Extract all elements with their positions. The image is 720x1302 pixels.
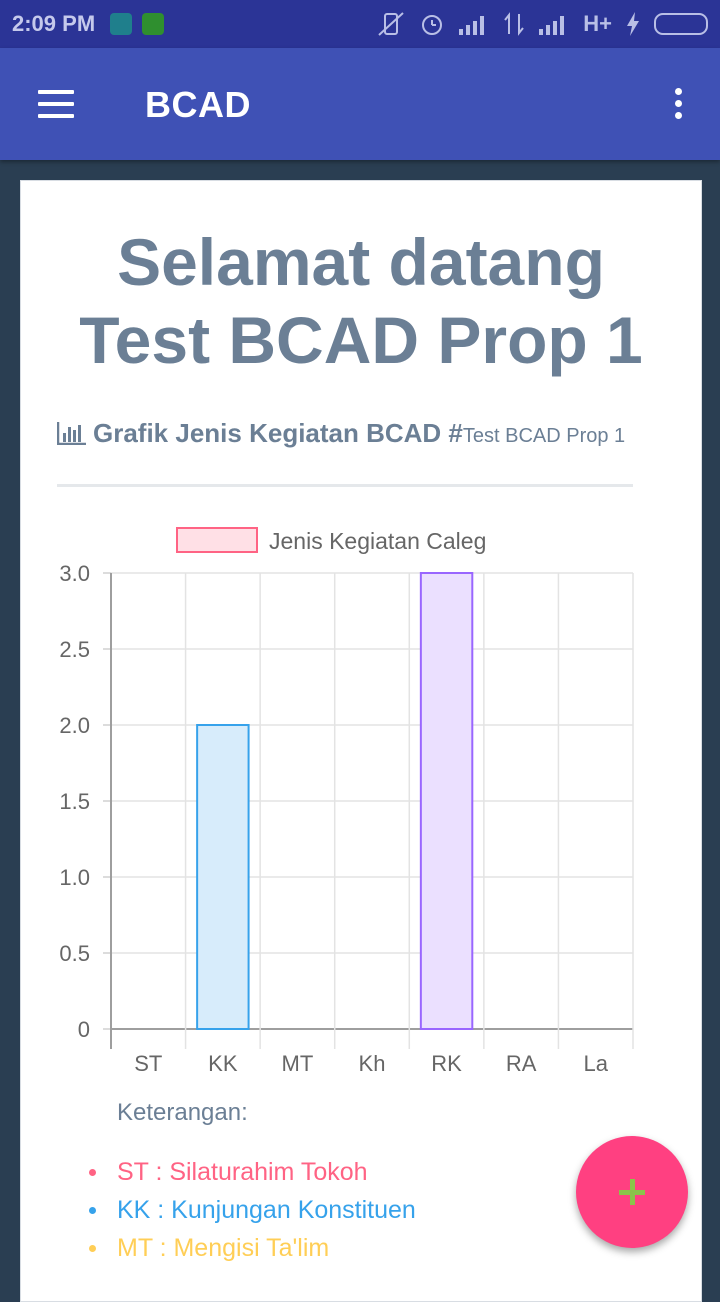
bar <box>419 572 474 1030</box>
notification-app-icon <box>110 13 132 35</box>
x-tick-label: RA <box>506 1051 537 1071</box>
activity-bar-chart: Jenis Kegiatan Caleg 0 0.5 1.0 1.5 2.0 2.5 3.0 S… <box>59 527 634 1071</box>
legend-title: Keterangan: <box>117 1099 248 1126</box>
y-tick-label: 3.0 <box>59 561 90 586</box>
welcome-line-1: Selamat datang <box>117 225 605 299</box>
x-tick-label: La <box>583 1051 608 1071</box>
x-tick-label: KK <box>208 1051 238 1071</box>
network-type-label: H+ <box>583 11 612 36</box>
x-tick-label: Kh <box>359 1051 386 1071</box>
app-title: BCAD <box>145 84 251 125</box>
y-tick-label: 1.0 <box>59 865 90 890</box>
battery-icon <box>654 13 708 35</box>
hamburger-menu-icon[interactable] <box>30 82 82 126</box>
legend-list-item: ST : Silaturahim Tokoh <box>81 1153 416 1191</box>
signal-icon <box>459 16 485 35</box>
alarm-icon <box>422 15 443 35</box>
x-tick-label: MT <box>282 1051 314 1071</box>
charging-icon <box>627 12 639 36</box>
vibrate-off-icon <box>378 12 404 36</box>
signal-icon <box>539 16 565 35</box>
legend-list-item: KK : Kunjungan Konstituen <box>81 1191 416 1229</box>
legend-list-item: MT : Mengisi Ta'lim <box>81 1229 416 1267</box>
x-tick-label: ST <box>134 1051 162 1071</box>
status-bar: 2:09 PM H+ <box>0 0 720 48</box>
y-tick-label: 1.5 <box>59 789 90 814</box>
welcome-heading: Selamat datang Test BCAD Prop 1 <box>57 223 665 379</box>
data-arrows-icon <box>504 12 525 36</box>
status-time: 2:09 PM <box>12 11 96 36</box>
overflow-menu-icon[interactable] <box>662 82 692 126</box>
notification-app-icon <box>142 13 164 35</box>
legend-swatch <box>176 527 258 553</box>
x-tick-label: RK <box>431 1051 462 1071</box>
y-tick-label: 2.5 <box>59 637 90 662</box>
legend-list: ST : Silaturahim Tokoh KK : Kunjungan Ko… <box>81 1153 416 1267</box>
y-tick-label: 0.5 <box>59 941 90 966</box>
app-bar: BCAD <box>0 48 720 160</box>
add-button[interactable] <box>576 1136 688 1248</box>
status-icons: H+ <box>377 10 708 38</box>
legend-label: Jenis Kegiatan Caleg <box>269 528 486 554</box>
welcome-line-2: Test BCAD Prop 1 <box>79 303 643 377</box>
section-title: Grafik Jenis Kegiatan BCAD # <box>93 418 463 448</box>
y-tick-label: 0 <box>78 1017 90 1042</box>
section-subtitle: Test BCAD Prop 1 <box>462 425 626 447</box>
bar-chart-icon <box>56 422 86 446</box>
chart-section-heading: Grafik Jenis Kegiatan BCAD #Test BCAD Pr… <box>56 418 657 449</box>
bar <box>196 724 250 1030</box>
content-card: Selamat datang Test BCAD Prop 1 Grafik J… <box>20 180 702 1302</box>
divider <box>57 484 633 487</box>
y-tick-label: 2.0 <box>59 713 90 738</box>
